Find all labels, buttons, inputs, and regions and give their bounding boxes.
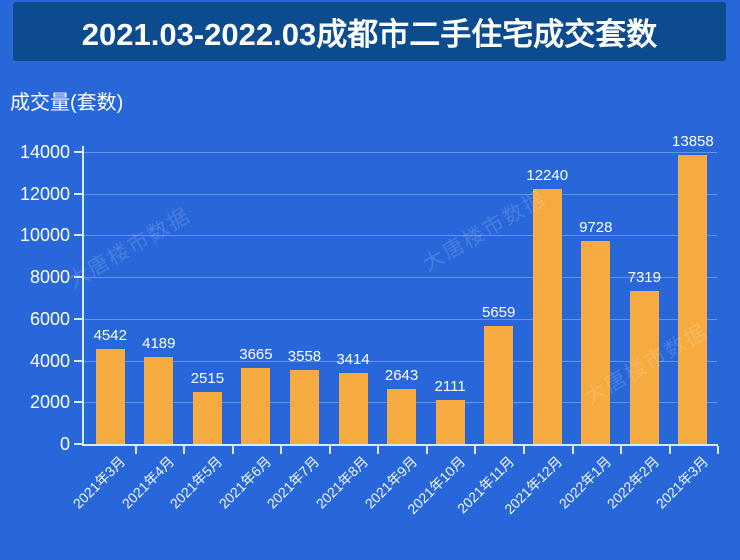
bar-value-label: 3558	[287, 347, 322, 365]
bar-value-label: 9728	[579, 219, 613, 237]
x-axis-line	[82, 444, 719, 446]
bar-value-label: 4189	[142, 334, 176, 352]
x-tick-mark	[134, 446, 137, 454]
gridline	[84, 235, 718, 237]
bar-value-label: 4542	[93, 327, 127, 345]
bar	[581, 241, 611, 444]
watermark-text: 大唐楼市数据	[419, 186, 551, 276]
x-tick-mark	[425, 446, 428, 454]
x-tick-mark	[571, 446, 574, 454]
y-tick-label: 8000	[29, 267, 70, 288]
bar	[629, 291, 659, 444]
bar-value-label: 13858	[672, 132, 714, 150]
chart-title-banner: 2021.03-2022.03成都市二手住宅成交套数	[13, 2, 726, 61]
gridline	[84, 360, 718, 362]
y-tick-label: 14000	[19, 142, 70, 162]
y-tick-label: 2000	[29, 392, 70, 413]
y-tick-mark	[74, 276, 82, 279]
x-tick-mark	[522, 446, 525, 454]
gridline	[84, 152, 718, 153]
bar	[289, 369, 319, 444]
y-tick-label: 12000	[19, 183, 70, 204]
bar-value-label: 2111	[434, 377, 466, 395]
bar	[435, 399, 465, 444]
bar-value-label: 5659	[481, 303, 516, 321]
x-tick-mark	[717, 446, 720, 454]
chart-title: 2021.03-2022.03成都市二手住宅成交套数	[81, 17, 658, 52]
y-tick-mark	[74, 192, 82, 195]
y-tick-mark	[74, 401, 82, 404]
y-axis-line	[82, 146, 84, 446]
x-tick-mark	[280, 446, 283, 454]
x-tick-mark	[231, 446, 234, 454]
x-tick-mark	[620, 446, 623, 454]
bar	[192, 391, 222, 444]
y-axis-title: 成交量(套数)	[10, 92, 124, 114]
bar-value-label: 2643	[384, 366, 419, 384]
y-tick-label: 10000	[19, 225, 70, 246]
bar	[387, 388, 417, 444]
gridline	[84, 193, 718, 195]
watermark-text: 大唐楼市数据	[64, 203, 196, 293]
y-tick-mark	[74, 317, 82, 320]
x-tick-mark	[668, 446, 671, 454]
y-tick-mark	[74, 234, 82, 237]
bar-value-label: 7319	[627, 269, 661, 287]
gridline	[84, 277, 718, 279]
bar	[338, 372, 368, 444]
x-tick-mark	[183, 446, 186, 454]
bar-value-label: 3665	[239, 345, 273, 363]
x-tick-mark	[377, 446, 380, 454]
y-tick-label: 4000	[29, 350, 70, 371]
x-tick-mark	[328, 446, 331, 454]
bar-value-label: 12240	[526, 166, 569, 184]
bar	[532, 188, 562, 444]
bar	[241, 367, 271, 444]
x-tick-mark	[474, 446, 477, 454]
y-tick-mark	[74, 151, 82, 153]
gridline	[84, 318, 718, 320]
y-tick-label: 6000	[29, 308, 70, 329]
bar-value-label: 2515	[190, 369, 225, 387]
bar	[678, 154, 708, 444]
bar	[95, 349, 125, 444]
bar	[484, 325, 514, 444]
y-tick-mark	[74, 443, 82, 445]
bar-value-label: 3414	[336, 350, 370, 368]
y-tick-mark	[74, 359, 82, 362]
bar	[144, 356, 174, 444]
y-tick-label: 0	[59, 434, 70, 454]
x-tick-label: 2021年3月	[69, 453, 129, 512]
